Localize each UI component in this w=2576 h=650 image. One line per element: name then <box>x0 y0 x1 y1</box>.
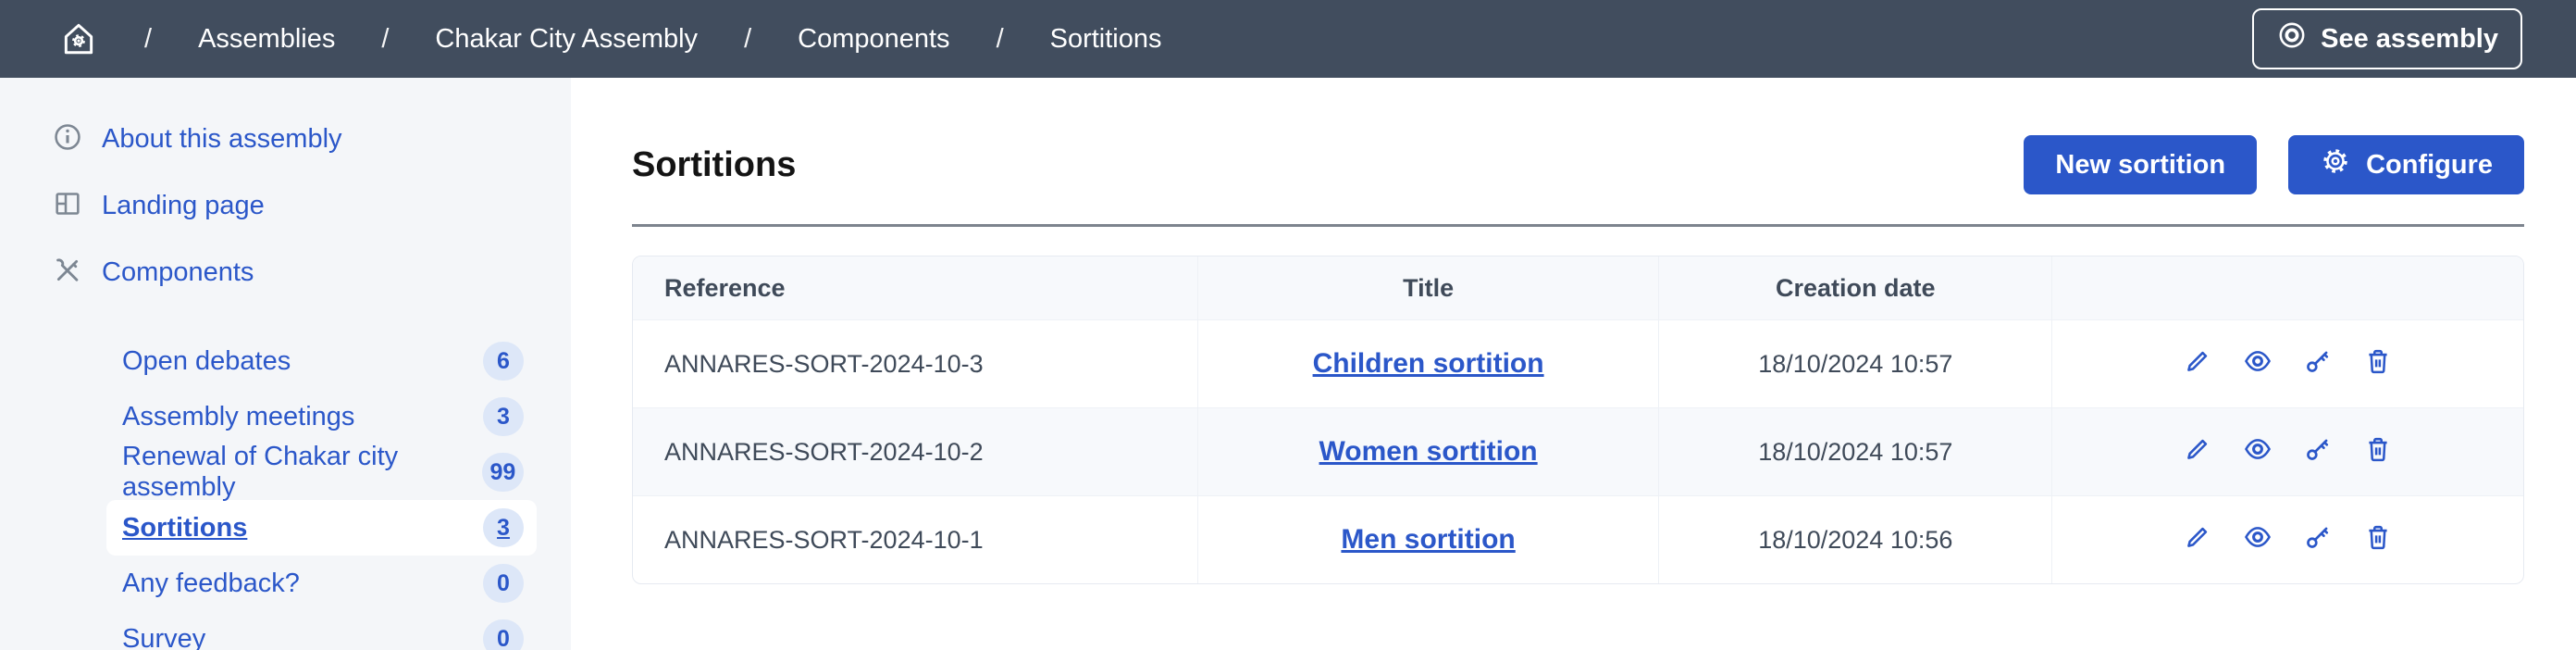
sidebar-item-landing-page[interactable]: Landing page <box>52 172 571 239</box>
main-content: Sortitions New sortition Configure <box>571 78 2576 650</box>
count-badge: 0 <box>483 619 524 650</box>
configure-label: Configure <box>2366 149 2493 180</box>
sidebar-item-open-debates[interactable]: Open debates 6 <box>106 333 537 389</box>
sidebar-item-components[interactable]: Components <box>52 239 571 306</box>
breadcrumb-assemblies[interactable]: Assemblies <box>198 23 336 54</box>
creation-date-cell: 18/10/2024 10:57 <box>1659 320 2053 407</box>
reference-cell: ANNARES-SORT-2024-10-2 <box>633 408 1198 495</box>
sidebar-item-renewal-of-chakar-city-assembly[interactable]: Renewal of Chakar city assembly 99 <box>106 442 537 502</box>
sidebar-item-label: Any feedback? <box>122 568 300 598</box>
eye-icon <box>2276 19 2308 58</box>
sidebar-item-label: Sortitions <box>122 512 248 543</box>
count-badge: 3 <box>483 508 524 547</box>
table-header-row: Reference Title Creation date <box>633 256 2523 319</box>
breadcrumb-separator: / <box>144 23 153 54</box>
components-sub-list: Open debates 6 Assembly meetings 3 Renew… <box>0 333 571 650</box>
pencil-icon[interactable] <box>2183 346 2212 382</box>
count-badge: 0 <box>483 564 524 603</box>
key-icon[interactable] <box>2303 346 2333 382</box>
sidebar: About this assembly Landing page <box>0 78 571 650</box>
eye-icon[interactable] <box>2243 522 2273 558</box>
eye-icon[interactable] <box>2243 434 2273 470</box>
sortition-title-link[interactable]: Women sortition <box>1319 436 1538 467</box>
sidebar-item-survey[interactable]: Survey 0 <box>106 611 537 650</box>
row-actions <box>2052 408 2523 495</box>
pencil-icon[interactable] <box>2183 434 2212 470</box>
creation-date-cell: 18/10/2024 10:57 <box>1659 408 2053 495</box>
sidebar-item-label: Landing page <box>102 190 265 220</box>
new-sortition-button[interactable]: New sortition <box>2024 135 2258 194</box>
sidebar-item-label: About this assembly <box>102 123 342 154</box>
trash-icon[interactable] <box>2363 434 2393 470</box>
creation-date-cell: 18/10/2024 10:56 <box>1659 496 2053 583</box>
breadcrumb-components[interactable]: Components <box>798 23 950 54</box>
reference-cell: ANNARES-SORT-2024-10-3 <box>633 320 1198 407</box>
new-sortition-label: New sortition <box>2055 149 2226 180</box>
sidebar-item-assembly-meetings[interactable]: Assembly meetings 3 <box>106 389 537 444</box>
column-header-actions <box>2052 256 2523 319</box>
page-title: Sortitions <box>632 144 797 184</box>
sortitions-table: Reference Title Creation date ANNARES-SO… <box>632 256 2524 584</box>
count-badge: 3 <box>483 397 524 436</box>
column-header-title: Title <box>1198 256 1660 319</box>
gear-icon <box>2320 145 2351 184</box>
sidebar-item-label: Components <box>102 256 254 287</box>
row-actions <box>2052 496 2523 583</box>
see-assembly-label: See assembly <box>2321 23 2498 54</box>
table-row: ANNARES-SORT-2024-10-1 Men sortition 18/… <box>633 495 2523 583</box>
title-divider <box>632 224 2524 227</box>
breadcrumb-chakar-city-assembly[interactable]: Chakar City Assembly <box>435 23 699 54</box>
info-icon <box>52 121 83 157</box>
key-icon[interactable] <box>2303 522 2333 558</box>
column-header-creation-date: Creation date <box>1659 256 2053 319</box>
column-header-reference: Reference <box>633 256 1198 319</box>
row-actions <box>2052 320 2523 407</box>
breadcrumb-separator: / <box>744 23 752 54</box>
layout-grid-icon <box>52 188 83 224</box>
trash-icon[interactable] <box>2363 522 2393 558</box>
count-badge: 99 <box>481 453 524 492</box>
breadcrumb-separator: / <box>996 23 1004 54</box>
see-assembly-button[interactable]: See assembly <box>2252 8 2522 69</box>
key-icon[interactable] <box>2303 434 2333 470</box>
sidebar-item-about-this-assembly[interactable]: About this assembly <box>52 106 571 172</box>
eye-icon[interactable] <box>2243 346 2273 382</box>
sidebar-item-label: Renewal of Chakar city assembly <box>122 442 399 502</box>
sortition-title-link[interactable]: Men sortition <box>1341 524 1516 555</box>
breadcrumb-sortitions[interactable]: Sortitions <box>1049 23 1162 54</box>
sidebar-item-label: Open debates <box>122 345 291 376</box>
trash-icon[interactable] <box>2363 346 2393 382</box>
sidebar-item-any-feedback[interactable]: Any feedback? 0 <box>106 556 537 611</box>
breadcrumb: / Assemblies / Chakar City Assembly / Co… <box>59 19 1162 58</box>
home-gear-icon[interactable] <box>59 19 98 58</box>
table-row: ANNARES-SORT-2024-10-3 Children sortitio… <box>633 319 2523 407</box>
breadcrumb-separator: / <box>381 23 390 54</box>
sidebar-item-label: Assembly meetings <box>122 401 355 431</box>
sidebar-item-label: Survey <box>122 623 206 650</box>
reference-cell: ANNARES-SORT-2024-10-1 <box>633 496 1198 583</box>
table-row: ANNARES-SORT-2024-10-2 Women sortition 1… <box>633 407 2523 495</box>
sortition-title-link[interactable]: Children sortition <box>1312 348 1544 379</box>
topbar: / Assemblies / Chakar City Assembly / Co… <box>0 0 2576 78</box>
pencil-icon[interactable] <box>2183 522 2212 558</box>
tools-icon <box>52 255 83 291</box>
configure-button[interactable]: Configure <box>2288 135 2524 194</box>
count-badge: 6 <box>483 342 524 381</box>
sidebar-item-sortitions[interactable]: Sortitions 3 <box>106 500 537 556</box>
